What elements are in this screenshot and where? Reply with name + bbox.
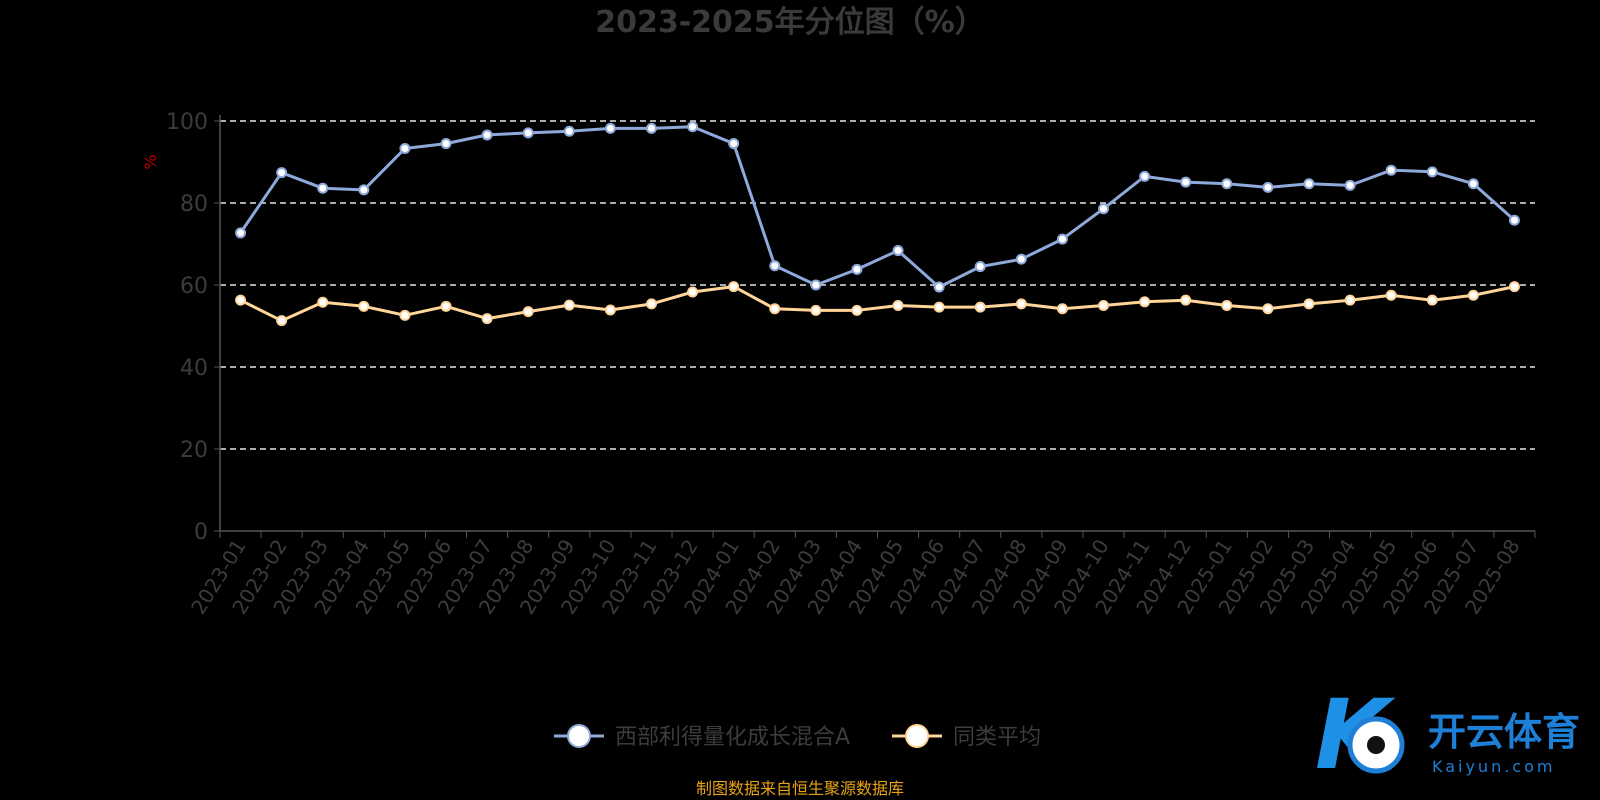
data-point[interactable] [1303,298,1315,310]
data-point[interactable] [1139,170,1151,182]
series-group [235,121,1520,327]
data-point[interactable] [645,122,657,134]
data-point[interactable] [317,182,329,194]
data-point[interactable] [358,300,370,312]
data-point[interactable] [1426,166,1438,178]
data-point[interactable] [892,300,904,311]
data-point[interactable] [1344,179,1356,191]
y-axis-unit: % [141,154,160,169]
data-point[interactable] [563,125,575,137]
data-point[interactable] [481,129,493,141]
data-point[interactable] [892,245,904,257]
y-tick-label: 40 [180,356,208,381]
data-point[interactable] [810,304,822,316]
data-point[interactable] [1056,303,1068,315]
ball-icon-center [1367,736,1385,754]
data-point[interactable] [563,299,575,311]
y-tick-label: 100 [166,110,208,135]
data-point[interactable] [1098,203,1110,215]
data-point[interactable] [810,279,822,291]
data-point[interactable] [481,313,493,325]
legend-marker [905,724,929,748]
watermark-brand: 开云体育 [1428,710,1580,754]
legend-item[interactable]: 西部利得量化成长混合A [554,724,850,750]
y-tick-label: 20 [180,438,208,463]
data-point[interactable] [317,296,329,308]
data-point[interactable] [1426,294,1438,306]
data-point[interactable] [1262,303,1274,315]
data-point[interactable] [1508,214,1520,226]
legend[interactable]: 西部利得量化成长混合A 同类平均 [554,724,1041,750]
data-point[interactable] [769,260,781,272]
data-point[interactable] [604,122,616,134]
data-point[interactable] [604,304,616,316]
data-point[interactable] [687,286,699,298]
data-point[interactable] [276,315,288,327]
data-point[interactable] [974,301,986,313]
data-point[interactable] [1056,233,1068,245]
data-point[interactable] [235,294,247,306]
data-point[interactable] [1221,300,1233,311]
data-point[interactable] [1467,178,1479,190]
data-point[interactable] [974,261,986,273]
series-2 [235,281,1520,327]
data-point[interactable] [440,138,452,150]
data-point[interactable] [1303,178,1315,190]
y-tick-label: 0 [194,520,208,545]
data-point[interactable] [933,281,945,293]
source-note: 制图数据来自恒生聚源数据库 [696,779,904,798]
data-point[interactable] [1262,181,1274,193]
data-point[interactable] [522,306,534,318]
data-point[interactable] [645,298,657,310]
data-point[interactable] [1344,294,1356,306]
x-axis-ticks: 2023-012023-022023-032023-042023-052023-… [186,531,1536,619]
data-point[interactable] [522,127,534,139]
data-point[interactable] [728,281,740,293]
axes [219,115,1535,532]
data-point[interactable] [728,138,740,150]
data-point[interactable] [1221,178,1233,190]
y-axis-ticks: 0 20 40 60 80 100 [166,110,220,545]
data-point[interactable] [1015,253,1027,265]
data-point[interactable] [276,167,288,179]
data-point[interactable] [1467,289,1479,301]
data-point[interactable] [440,300,452,312]
data-point[interactable] [933,301,945,313]
chart-title: 2023-2025年分位图（%） [595,5,985,40]
data-point[interactable] [235,227,247,239]
data-point[interactable] [1015,298,1027,310]
data-point[interactable] [1385,164,1397,176]
grid-lines [220,120,1535,450]
watermark-logo: K 开云体育 Kaiyun.com [1315,679,1580,791]
data-point[interactable] [1098,300,1110,311]
data-point[interactable] [769,303,781,315]
data-point[interactable] [687,121,699,133]
data-point[interactable] [1139,296,1151,308]
legend-marker [567,724,591,748]
y-tick-label: 60 [180,274,208,299]
data-point[interactable] [1508,281,1520,293]
data-point[interactable] [851,263,863,275]
legend-label: 西部利得量化成长混合A [615,725,850,750]
data-point[interactable] [358,184,370,196]
data-point[interactable] [1180,176,1192,188]
series-1 [235,121,1520,293]
data-point[interactable] [1180,294,1192,306]
y-tick-label: 80 [180,192,208,217]
data-point[interactable] [1385,289,1397,301]
legend-label: 同类平均 [953,725,1041,750]
series-line [239,125,1516,289]
legend-item[interactable]: 同类平均 [892,724,1041,750]
watermark-domain: Kaiyun.com [1432,757,1555,776]
data-point[interactable] [399,309,411,321]
data-point[interactable] [851,304,863,316]
data-point[interactable] [399,142,411,154]
series-line [239,285,1515,323]
